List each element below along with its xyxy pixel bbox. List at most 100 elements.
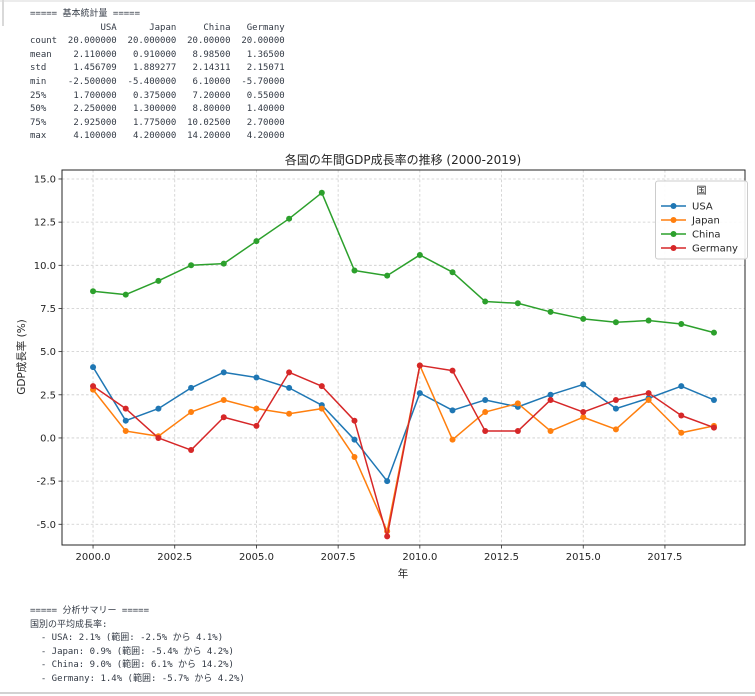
- data-point-germany-2008: [351, 417, 358, 424]
- data-point-japan-2018: [678, 429, 685, 436]
- data-point-japan-2017: [645, 396, 652, 403]
- data-point-china-2011: [449, 269, 456, 276]
- data-point-japan-2008: [351, 453, 358, 460]
- data-point-usa-2006: [286, 384, 293, 391]
- legend-label: Japan: [691, 216, 720, 227]
- data-point-germany-2005: [253, 422, 260, 429]
- data-point-china-2017: [645, 317, 652, 324]
- data-point-usa-2008: [351, 436, 358, 443]
- data-point-japan-2011: [449, 436, 456, 443]
- data-point-germany-2004: [220, 414, 227, 421]
- data-point-japan-2016: [612, 426, 619, 433]
- gridlines: [62, 170, 745, 545]
- x-tick-label: 2015.0: [566, 552, 601, 563]
- data-point-china-2006: [286, 215, 293, 222]
- data-point-china-2004: [220, 260, 227, 267]
- axis-ticks: [58, 178, 666, 549]
- data-point-japan-2004: [220, 396, 227, 403]
- plot-frame: [61, 169, 746, 546]
- x-tick-label: 2012.5: [484, 552, 519, 563]
- y-tick-label: 7.5: [40, 304, 56, 315]
- data-point-china-2003: [188, 262, 195, 269]
- data-point-japan-2006: [286, 410, 293, 417]
- data-point-germany-2001: [122, 405, 129, 412]
- data-point-germany-2016: [612, 396, 619, 403]
- data-point-usa-2016: [612, 405, 619, 412]
- data-point-usa-2012: [482, 396, 489, 403]
- data-point-usa-2002: [155, 405, 162, 412]
- gdp-line-chart: 2000.0 2002.5 2005.0 2007.5 2010.0 2012.5 2015…: [15, 152, 748, 580]
- data-point-china-2015: [580, 315, 587, 322]
- analysis-summary-output: ===== 分析サマリー ===== 国別の平均成長率: - USA: 2.1%…: [30, 606, 245, 684]
- data-point-usa-2001: [122, 417, 129, 424]
- data-point-china-2002: [155, 277, 162, 284]
- x-tick-label: 2010.0: [402, 552, 437, 563]
- data-point-germany-2018: [678, 412, 685, 419]
- data-point-japan-2005: [253, 405, 260, 412]
- left-edge-mark: [2, 0, 4, 26]
- legend-marker-icon: [670, 245, 677, 251]
- series-usa: [90, 364, 717, 485]
- legend-box: [655, 180, 748, 260]
- data-point-germany-2011: [449, 367, 456, 374]
- legend-entry-china: China: [661, 230, 721, 241]
- x-tick-label: 2017.5: [647, 552, 682, 563]
- data-point-china-2000: [90, 288, 97, 295]
- y-axis-label: GDP成長率 (%): [15, 319, 28, 395]
- data-point-usa-2015: [580, 381, 587, 388]
- legend-entries: USA Japan China Germany: [661, 202, 738, 255]
- bottom-divider: [0, 692, 755, 694]
- data-point-china-2001: [122, 291, 129, 298]
- data-point-china-2005: [253, 238, 260, 245]
- data-point-usa-2005: [253, 374, 260, 381]
- data-point-germany-2010: [416, 362, 423, 369]
- data-point-usa-2011: [449, 407, 456, 414]
- data-point-china-2019: [710, 329, 717, 336]
- data-point-germany-2006: [286, 369, 293, 376]
- data-point-japan-2003: [188, 409, 195, 416]
- data-point-china-2010: [416, 251, 423, 258]
- x-tick-label: 2007.5: [321, 552, 356, 563]
- series-germany: [90, 362, 717, 540]
- legend-label: Germany: [692, 244, 738, 255]
- legend: 国 USA Japan China Germany: [655, 180, 748, 260]
- legend-entry-germany: Germany: [661, 244, 738, 255]
- data-point-usa-2010: [416, 390, 423, 397]
- legend-marker-icon: [670, 231, 677, 237]
- legend-entry-japan: Japan: [661, 216, 720, 227]
- data-point-usa-2004: [220, 369, 227, 376]
- y-tick-label: -5.0: [36, 520, 56, 531]
- data-point-germany-2014: [547, 396, 554, 403]
- data-point-china-2018: [678, 321, 685, 328]
- chart-title: 各国の年間GDP成長率の推移 (2000-2019): [285, 152, 521, 167]
- gdp-chart-figure: 2000.0 2002.5 2005.0 2007.5 2010.0 2012.5 2015…: [0, 148, 755, 600]
- data-point-germany-2012: [482, 428, 489, 435]
- y-tick-label: 12.5: [34, 218, 56, 229]
- data-point-germany-2017: [645, 390, 652, 397]
- data-series: [90, 189, 717, 540]
- data-point-usa-2014: [547, 391, 554, 398]
- legend-label: USA: [692, 202, 713, 213]
- y-tick-label: -2.5: [36, 477, 56, 488]
- data-point-china-2014: [547, 308, 554, 315]
- data-point-usa-2000: [90, 364, 97, 371]
- data-point-germany-2013: [514, 428, 521, 435]
- data-point-japan-2013: [514, 400, 521, 407]
- data-point-germany-2007: [318, 383, 325, 390]
- x-axis-label: 年: [398, 567, 409, 580]
- y-tick-label: 5.0: [40, 347, 56, 358]
- data-point-japan-2001: [122, 428, 129, 435]
- data-point-china-2013: [514, 300, 521, 307]
- legend-marker-icon: [670, 203, 677, 209]
- data-point-usa-2018: [678, 383, 685, 390]
- legend-title: 国: [697, 185, 707, 197]
- series-china: [90, 189, 717, 336]
- legend-label: China: [692, 230, 721, 241]
- data-point-japan-2012: [482, 409, 489, 416]
- y-tick-label: 10.0: [34, 261, 56, 272]
- data-point-china-2009: [384, 272, 391, 279]
- data-point-japan-2007: [318, 405, 325, 412]
- legend-marker-icon: [670, 217, 677, 223]
- data-point-japan-2014: [547, 428, 554, 435]
